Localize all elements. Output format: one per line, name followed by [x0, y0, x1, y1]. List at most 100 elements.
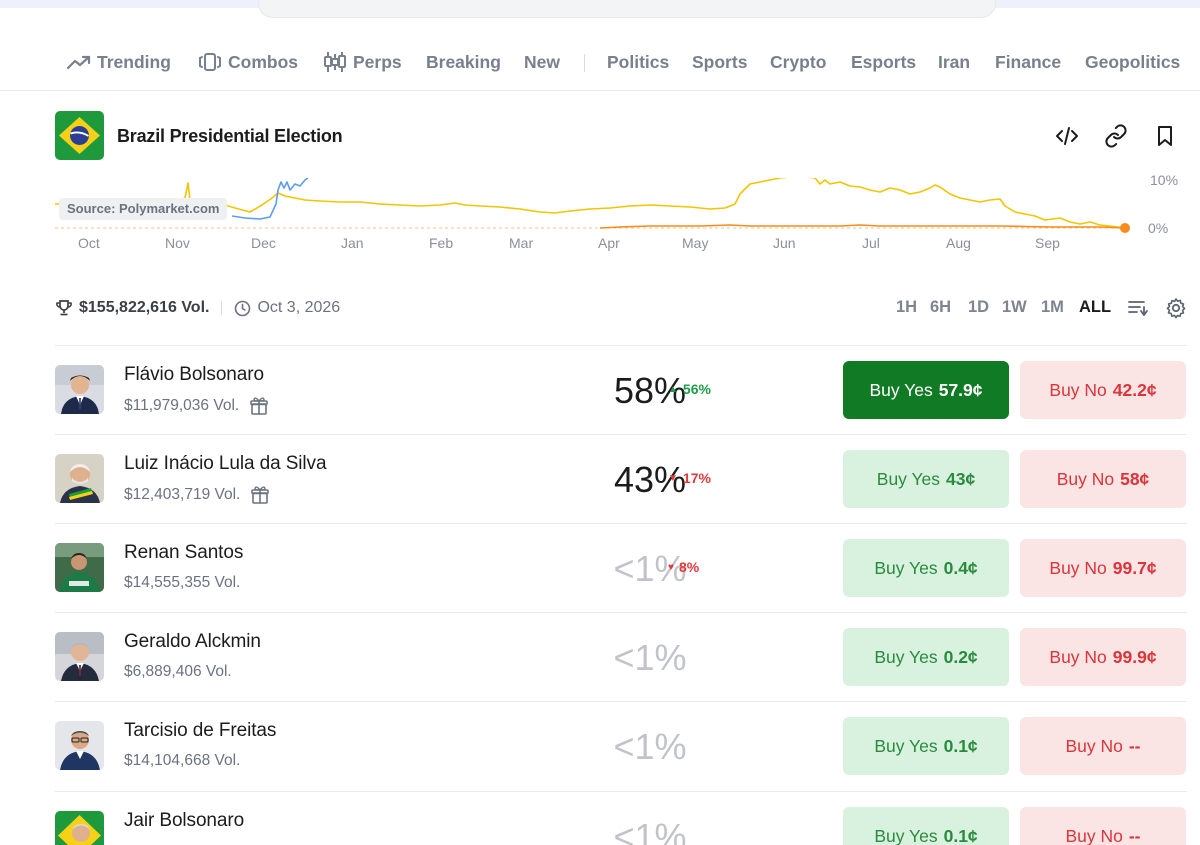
buy-no-button[interactable]: Buy No 58¢ [1020, 450, 1186, 508]
x-tick-label: Jan [341, 235, 364, 251]
nav-item-crypto[interactable]: Crypto [770, 50, 826, 74]
candidate-name[interactable]: Renan Santos [124, 542, 244, 563]
x-tick-label: Sep [1035, 235, 1060, 251]
market-stats: $155,822,616 Vol. Oct 3, 2026 [55, 296, 340, 320]
avatar [55, 632, 104, 681]
nav-item-esports[interactable]: Esports [851, 50, 916, 74]
outcome-probability: <1% [613, 637, 687, 678]
buy-yes-button[interactable]: Buy Yes 0.1¢ [843, 807, 1009, 845]
candidate-name[interactable]: Flávio Bolsonaro [124, 364, 264, 385]
candidate-name[interactable]: Luiz Inácio Lula da Silva [124, 453, 327, 474]
yes-price: 0.1¢ [943, 735, 978, 756]
candidate-volume: $6,889,406 Vol. [124, 663, 232, 681]
brazil-flag-icon [55, 111, 104, 160]
embed-code-icon[interactable] [1055, 124, 1079, 148]
bookmark-icon[interactable] [1153, 124, 1177, 148]
link-icon[interactable] [1104, 124, 1128, 148]
avatar [55, 811, 104, 845]
nav-label: New [524, 51, 560, 72]
timeframe-1h[interactable]: 1H [896, 298, 918, 316]
outcome-row: Renan Santos $14,555,355 Vol. <1% ♥ 8% Bu… [55, 523, 1187, 612]
chart-source-label: Source: Polymarket.com [59, 198, 228, 220]
series-line-yellow [54, 178, 1126, 229]
outcome-probability: <1% [613, 816, 687, 845]
nav-label: Iran [938, 51, 971, 72]
nav-label: Trending [97, 51, 171, 72]
outcome-row: Tarcisio de Freitas $14,104,668 Vol. <1%… [55, 701, 1187, 790]
outcome-row: Flávio Bolsonaro $11,979,036 Vol. 58% ▲ 5… [55, 345, 1187, 434]
buy-yes-button[interactable]: Buy Yes 0.4¢ [843, 539, 1009, 597]
sort-icon[interactable] [1127, 297, 1149, 319]
gift-icon[interactable] [250, 485, 270, 505]
timeframe-6h[interactable]: 6H [930, 298, 952, 316]
candidate-name[interactable]: Tarcisio de Freitas [124, 720, 277, 741]
y-axis-label-top: 10% [1150, 172, 1179, 188]
yes-price: 43¢ [946, 468, 976, 489]
candidate-volume: $12,403,719 Vol. [124, 485, 270, 505]
buy-no-button[interactable]: Buy No 42.2¢ [1020, 361, 1186, 419]
buy-no-button[interactable]: Buy No -- [1020, 807, 1186, 845]
change-value: 8% [678, 559, 700, 575]
volume-value: $14,104,668 Vol. [124, 752, 241, 769]
button-label: Buy No [1065, 825, 1123, 845]
buy-yes-button[interactable]: Buy Yes 43¢ [843, 450, 1009, 508]
yes-price: 0.1¢ [943, 825, 978, 845]
no-price: 42.2¢ [1112, 379, 1157, 400]
settings-gear-icon[interactable] [1165, 297, 1187, 319]
nav-item-new[interactable]: New [524, 50, 560, 74]
volume-value: $14,555,355 Vol. [124, 574, 241, 591]
nav-label: Politics [607, 51, 670, 72]
candidate-name[interactable]: Jair Bolsonaro [124, 810, 245, 831]
nav-label: Combos [228, 51, 298, 72]
nav-item-perps[interactable]: Perps [323, 50, 402, 74]
nav-item-geopolitics[interactable]: Geopolitics [1085, 50, 1180, 74]
outcome-row: Jair Bolsonaro <1% Buy Yes 0.1¢ Buy No -- [55, 791, 1187, 845]
nav-item-finance[interactable]: Finance [995, 50, 1061, 74]
series-endpoint [1120, 223, 1130, 233]
probability-change: ▲ 56% [668, 381, 711, 397]
price-history-chart[interactable] [0, 178, 1200, 258]
timeframe-1d[interactable]: 1D [968, 298, 990, 316]
nav-item-politics[interactable]: Politics [607, 50, 669, 74]
button-label: Buy Yes [874, 557, 938, 578]
nav-label: Esports [851, 51, 917, 72]
no-price: 99.7¢ [1112, 557, 1157, 578]
button-label: Buy No [1065, 735, 1123, 756]
candidate-name[interactable]: Geraldo Alckmin [124, 631, 261, 652]
timeframe-all[interactable]: ALL [1079, 298, 1112, 316]
buy-no-button[interactable]: Buy No -- [1020, 717, 1186, 775]
x-tick-label: Jul [862, 235, 880, 251]
end-date: Oct 3, 2026 [257, 299, 341, 316]
nav-item-breaking[interactable]: Breaking [426, 50, 501, 74]
buy-yes-button[interactable]: Buy Yes 0.1¢ [843, 717, 1009, 775]
nav-item-combos[interactable]: Combos [198, 50, 298, 74]
outcome-row: Geraldo Alckmin $6,889,406 Vol. <1% Buy … [55, 612, 1187, 701]
yes-price: 57.9¢ [938, 379, 983, 400]
gift-icon[interactable] [249, 396, 269, 416]
buy-yes-button[interactable]: Buy Yes 57.9¢ [843, 361, 1009, 419]
outcome-probability: <1% [613, 548, 687, 589]
buy-yes-button[interactable]: Buy Yes 0.2¢ [843, 628, 1009, 686]
arrow-up-icon: ▲ [668, 383, 678, 395]
x-tick-label: Nov [165, 235, 190, 251]
probability-change: ♥ 8% [668, 559, 699, 575]
button-label: Buy No [1049, 557, 1107, 578]
buy-no-button[interactable]: Buy No 99.7¢ [1020, 539, 1186, 597]
volume-value: $12,403,719 Vol. [124, 486, 241, 503]
total-volume: $155,822,616 Vol. [79, 299, 210, 316]
nav-label: Finance [995, 51, 1062, 72]
nav-item-trending[interactable]: Trending [67, 50, 171, 74]
event-title: Brazil Presidential Election [117, 126, 343, 146]
arrow-down-icon: ▼ [668, 472, 678, 484]
nav-item-iran[interactable]: Iran [938, 50, 970, 74]
button-label: Buy Yes [874, 735, 938, 756]
buy-no-button[interactable]: Buy No 99.9¢ [1020, 628, 1186, 686]
nav-item-sports[interactable]: Sports [692, 50, 747, 74]
search-bar[interactable] [258, 0, 996, 18]
timeframe-1w[interactable]: 1W [1002, 298, 1027, 316]
button-label: Buy Yes [869, 379, 933, 400]
avatar [55, 454, 104, 503]
clock-icon [235, 300, 251, 316]
timeframe-1m[interactable]: 1M [1041, 298, 1064, 316]
button-label: Buy No [1049, 379, 1107, 400]
